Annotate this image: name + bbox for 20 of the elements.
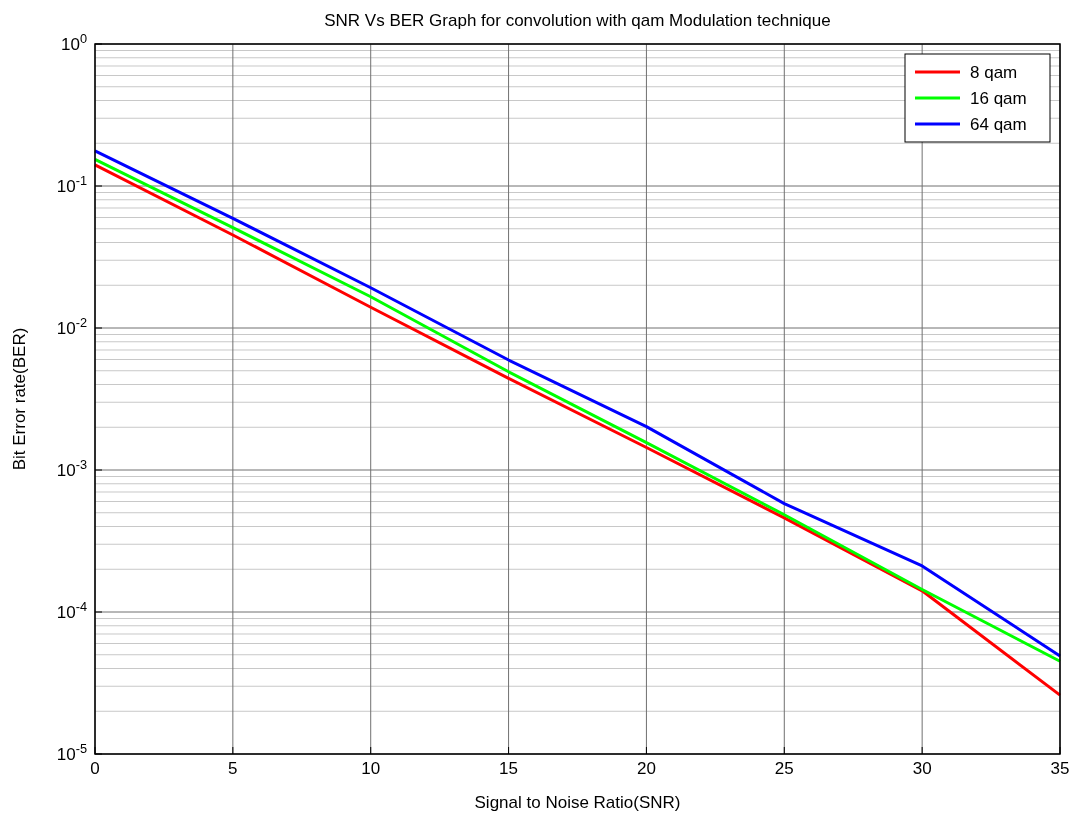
x-tick-label: 0 bbox=[90, 759, 100, 778]
y-tick-label: 10$^{-5}$ bbox=[56, 740, 87, 764]
legend-label: 64 qam bbox=[970, 115, 1027, 134]
legend-label: 16 qam bbox=[970, 89, 1027, 108]
x-tick-label: 25 bbox=[774, 759, 794, 778]
y-axis-title: Bit Error rate(BER) bbox=[10, 327, 29, 471]
x-tick-label: 5 bbox=[228, 759, 238, 778]
x-axis-title: Signal to Noise Ratio(SNR) bbox=[474, 793, 681, 812]
x-tick-label: 30 bbox=[912, 759, 932, 778]
x-tick-label: 15 bbox=[499, 759, 519, 778]
x-tick-label: 10 bbox=[361, 759, 381, 778]
legend-label: 8 qam bbox=[970, 63, 1018, 82]
y-tick-label: 10$^{-4}$ bbox=[56, 598, 87, 622]
chart-title: SNR Vs BER Graph for convolution with qam Modulation technique bbox=[324, 11, 831, 30]
y-tick-label: 10$^{-1}$ bbox=[56, 172, 87, 196]
y-tick-label: 10$^{-3}$ bbox=[56, 456, 87, 480]
x-tick-label: 35 bbox=[1050, 759, 1070, 778]
x-tick-label: 20 bbox=[636, 759, 656, 778]
y-tick-label: 10$^{0}$ bbox=[60, 30, 87, 54]
y-tick-label: 10$^{-2}$ bbox=[56, 314, 87, 338]
